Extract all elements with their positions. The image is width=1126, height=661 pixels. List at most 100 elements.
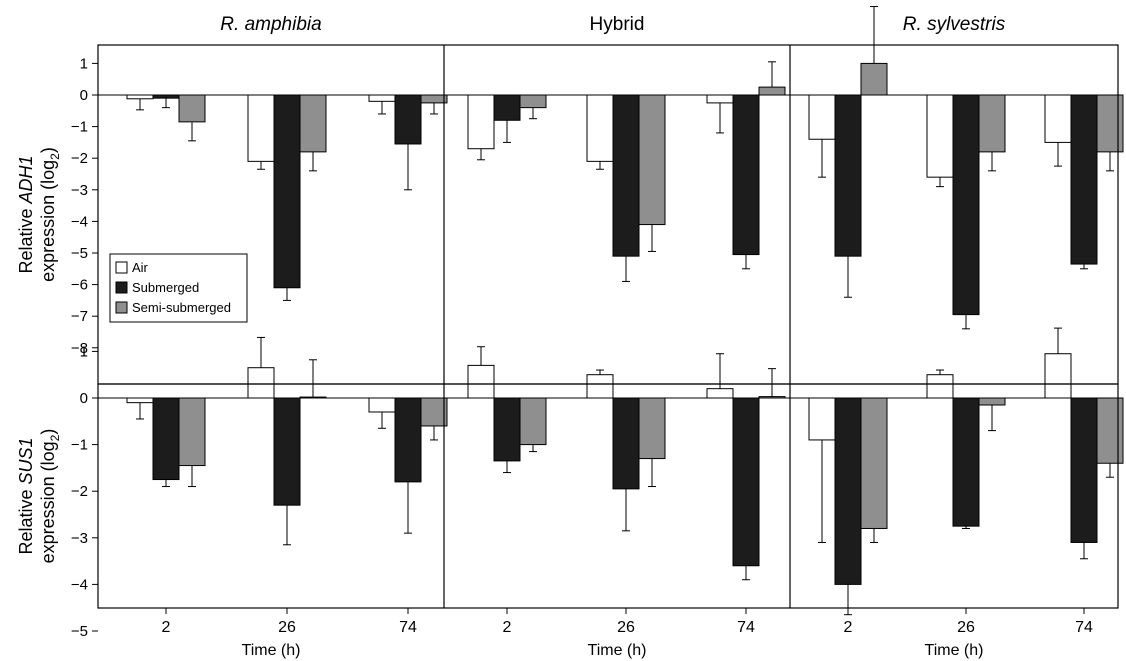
y-tick-label: −5 [71, 623, 88, 640]
bar-air-26h [586, 94, 614, 162]
legend-label: Air [132, 260, 149, 275]
bar-submerged-26h [952, 94, 980, 316]
bar-submerged-2h [493, 94, 521, 121]
legend-box [109, 253, 248, 323]
x-tick-label: 74 [1075, 619, 1093, 636]
bar-semi-submerged-74h [1096, 397, 1124, 464]
bar-submerged-74h [732, 94, 760, 256]
bar-air-74h [368, 94, 396, 102]
bar-air-2h [126, 94, 154, 100]
legend-label: Semi-submerged [132, 300, 231, 315]
y-tick-label: −7 [71, 308, 88, 325]
bar-submerged-2h [152, 397, 180, 481]
bar-air-2h [467, 364, 495, 399]
y-label-expression: expression (log [38, 160, 58, 282]
y-axis-label-line1: Relative SUS1 [16, 437, 36, 554]
x-tick-label: 74 [399, 619, 417, 636]
panel-adh1-r-sylvestris: R. sylvestris [790, 6, 1124, 330]
y-label-prefix: Relative [16, 203, 36, 273]
bar-semi-submerged-2h [519, 397, 547, 446]
panel-title: Hybrid [590, 14, 645, 35]
bar-semi-submerged-26h [638, 94, 666, 226]
bar-submerged-74h [732, 397, 760, 567]
bar-air-26h [247, 367, 275, 399]
legend-swatch-submerged [115, 281, 128, 294]
x-tick-label: 26 [617, 619, 635, 636]
bar-semi-submerged-74h [1096, 94, 1124, 153]
bar-submerged-74h [394, 94, 422, 145]
bar-semi-submerged-26h [638, 397, 666, 460]
bar-submerged-74h [394, 397, 422, 483]
bar-submerged-26h [612, 94, 640, 257]
x-tick-label: 26 [278, 619, 296, 636]
bar-submerged-2h [493, 397, 521, 462]
bar-air-74h [1044, 94, 1072, 143]
panel-sus1-r-amphibia: 2 26 74 Time (h) 1 0 −1 −2 −3 −4 −5 [71, 336, 448, 659]
y-axis-label-sus1: Relative SUS1 expression (log2) [16, 429, 62, 564]
panel-adh1-r-amphibia: R. amphibia 1 0 −1 −2 −3 −4 −5 −6 −7 −8 [71, 14, 448, 357]
y-label-subscript: 2 [48, 434, 62, 441]
y-label-close: ) [38, 429, 58, 435]
y-axis-label-line2: expression (log2) [38, 147, 62, 282]
bar-air-2h [467, 94, 495, 150]
bar-submerged-2h [834, 397, 862, 585]
bar-submerged-26h [952, 397, 980, 527]
panel-sus1-r-sylvestris: 2 26 74 Time (h) [790, 327, 1124, 659]
y-label-expression: expression (log [38, 441, 58, 563]
x-tick-label: 26 [957, 619, 975, 636]
bar-air-74h [368, 397, 396, 413]
bar-air-74h [706, 388, 734, 399]
y-axis-label-line2: expression (log2) [38, 429, 62, 564]
y-tick-label: 1 [80, 55, 88, 72]
bar-semi-submerged-74h [758, 396, 786, 399]
y-label-gene: SUS1 [16, 437, 36, 484]
y-tick-label: −8 [71, 340, 88, 357]
bar-semi-submerged-2h [860, 397, 888, 529]
x-tick-label: 2 [503, 619, 512, 636]
y-axis-label-adh1: Relative ADH1 expression (log2) [16, 147, 62, 282]
bar-semi-submerged-2h [860, 62, 888, 96]
bar-air-26h [926, 374, 954, 399]
x-axis-label: Time (h) [925, 642, 984, 659]
bar-air-74h [706, 94, 734, 104]
legend: Air Submerged Semi-submerged [109, 253, 248, 323]
x-axis-label: Time (h) [588, 642, 647, 659]
bar-semi-submerged-26h [299, 396, 327, 399]
y-tick-label: −1 [71, 119, 88, 136]
y-label-close: ) [38, 147, 58, 153]
y-tick-label: 0 [80, 390, 88, 407]
sus1-row-frame [97, 383, 1119, 609]
y-tick-label: −6 [71, 277, 88, 294]
legend-swatch-semi-submerged [115, 301, 128, 314]
y-label-subscript: 2 [48, 153, 62, 160]
y-tick-label: −1 [71, 437, 88, 454]
x-axis-label: Time (h) [242, 642, 301, 659]
bar-air-2h [126, 397, 154, 404]
bar-semi-submerged-2h [178, 397, 206, 467]
y-tick-label: −2 [71, 483, 88, 500]
bar-submerged-74h [1070, 397, 1098, 543]
bar-submerged-26h [612, 397, 640, 490]
bar-air-26h [926, 94, 954, 178]
panel-title: R. amphibia [220, 14, 321, 35]
bar-submerged-2h [834, 94, 862, 257]
bar-submerged-2h [152, 94, 180, 99]
y-tick-label: −5 [71, 245, 88, 262]
y-axis-label-line1: Relative ADH1 [16, 155, 36, 273]
bar-submerged-26h [273, 94, 301, 289]
y-tick-label: 0 [80, 87, 88, 104]
bar-air-2h [808, 397, 836, 441]
y-tick-label: −4 [71, 213, 88, 230]
bar-semi-submerged-2h [178, 94, 206, 123]
y-label-gene: ADH1 [16, 155, 36, 204]
bar-air-26h [586, 374, 614, 399]
x-tick-label: 74 [737, 619, 755, 636]
bar-semi-submerged-74h [420, 94, 448, 104]
y-tick-label: −3 [71, 182, 88, 199]
bar-semi-submerged-2h [519, 94, 547, 109]
legend-swatch-air [115, 261, 128, 274]
bar-semi-submerged-26h [299, 94, 327, 153]
y-label-prefix: Relative [16, 485, 36, 555]
bar-semi-submerged-26h [978, 94, 1006, 153]
